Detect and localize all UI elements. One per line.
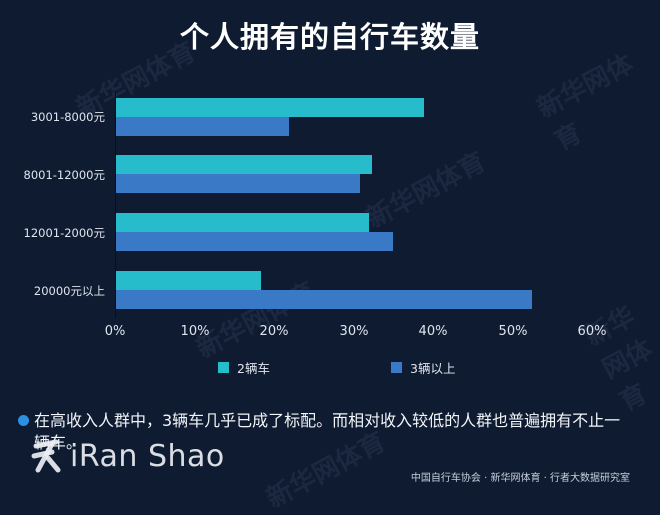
brand-logo: iRan Shao <box>30 438 225 474</box>
x-tick-label: 0% <box>104 324 126 339</box>
data-source: 中国自行车协会 · 新华网体育 · 行者大数据研究室 <box>410 473 630 484</box>
bar-chart: 3001-8000元 8001-12000元 12001-2000元 20000… <box>23 92 607 339</box>
legend-label: 2辆车 <box>237 361 270 376</box>
bar-2-bikes <box>116 98 424 117</box>
x-tick-label: 50% <box>498 324 528 339</box>
runner-icon <box>31 439 61 473</box>
bar-2-bikes <box>116 155 372 174</box>
category-label: 20000元以上 <box>33 284 105 298</box>
bar-2-bikes <box>116 213 369 232</box>
x-tick-label: 30% <box>339 324 369 339</box>
category-label: 12001-2000元 <box>23 226 106 240</box>
bullet-icon <box>18 415 29 426</box>
y-axis-line <box>115 92 116 318</box>
legend-swatch-icon <box>218 362 229 373</box>
x-tick-label: 10% <box>180 324 210 339</box>
x-tick-label: 60% <box>577 324 607 339</box>
legend-item-2-bikes[interactable]: 2辆车 <box>218 358 270 377</box>
legend-swatch-icon <box>391 362 402 373</box>
logo-text: iRan Shao <box>70 438 225 474</box>
bar-2-bikes <box>116 271 261 290</box>
category-label: 3001-8000元 <box>30 110 105 124</box>
bar-3-plus-bikes <box>116 174 360 193</box>
x-tick-label: 40% <box>418 324 448 339</box>
bar-3-plus-bikes <box>116 232 393 251</box>
bar-3-plus-bikes <box>116 290 532 309</box>
category-label: 8001-12000元 <box>23 168 106 182</box>
x-tick-label: 20% <box>259 324 289 339</box>
chart-title: 个人拥有的自行车数量 <box>179 20 480 54</box>
legend-item-3-plus-bikes[interactable]: 3辆以上 <box>391 358 455 377</box>
legend-label: 3辆以上 <box>410 361 456 376</box>
bar-3-plus-bikes <box>116 117 289 136</box>
